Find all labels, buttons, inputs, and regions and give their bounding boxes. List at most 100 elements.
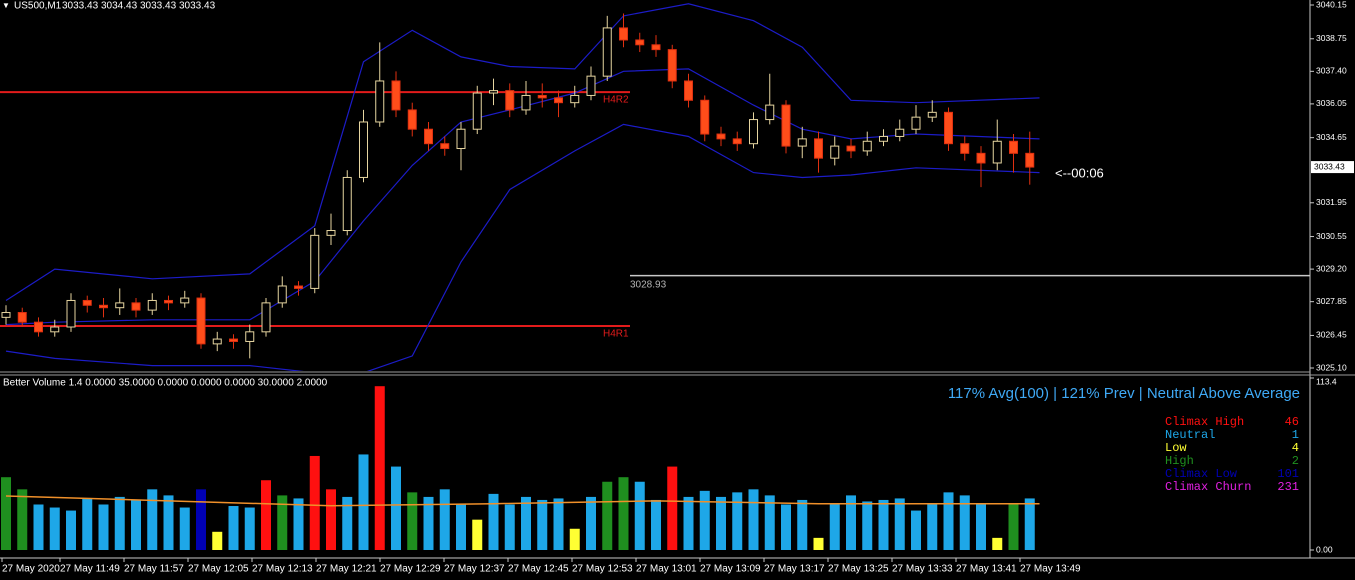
volume-bar — [683, 496, 694, 550]
volume-bar — [1024, 498, 1035, 550]
candle-body — [505, 90, 515, 111]
y-tick-label: 3031.95 — [1316, 197, 1347, 207]
candle-body — [472, 92, 482, 130]
volume-bar — [212, 531, 223, 550]
legend-count: 101 — [1277, 467, 1299, 481]
candle-body — [554, 97, 563, 104]
candle-body — [489, 90, 498, 94]
x-tick-label: 27 May 11:49 — [60, 564, 120, 575]
volume-average — [5, 495, 1040, 507]
volume-bar — [98, 504, 109, 550]
volume-bar — [439, 489, 450, 550]
volume-bar — [976, 504, 986, 550]
candle-body — [456, 128, 466, 150]
volume-bar — [586, 496, 596, 550]
ohlc-low: 3033.43 — [140, 1, 177, 12]
candle-body — [131, 302, 141, 311]
price-pane: H4R2 H4R1 — [0, 3, 1040, 371]
candle-body — [82, 299, 92, 306]
volume-bar — [66, 510, 76, 550]
symbol-menu[interactable]: ▼ — [2, 1, 10, 10]
volume-status: 117% Avg(100) | 121% Prev | Neutral Abov… — [948, 385, 1300, 402]
volume-bar — [634, 481, 645, 550]
candle-body — [992, 140, 1002, 164]
volume-bar — [358, 454, 369, 550]
ohlc-high: 3034.43 — [101, 1, 138, 12]
candle-body — [196, 297, 206, 345]
candle-body — [277, 285, 287, 304]
candle-body — [797, 138, 807, 147]
candle-body — [830, 145, 840, 159]
bollinger-lower — [5, 123, 1040, 371]
x-tick-label: 27 May 12:05 — [188, 564, 249, 575]
x-tick-label: 27 May 11:57 — [124, 564, 184, 575]
volume-bar — [651, 499, 661, 550]
volume-bar — [732, 492, 743, 550]
legend-count: 4 — [1292, 441, 1299, 455]
y-tick-label: 3036.05 — [1316, 98, 1347, 108]
volume-bar — [147, 489, 158, 550]
x-tick-label: 27 May 13:01 — [636, 564, 697, 575]
candle-body — [537, 94, 547, 99]
volume-bar — [196, 489, 206, 550]
candle-body — [927, 111, 937, 118]
candle-body — [50, 326, 60, 333]
candle-body — [34, 321, 43, 333]
candle-body — [326, 230, 336, 236]
volume-bar — [326, 489, 336, 550]
candle-body — [749, 119, 758, 145]
candle-body — [960, 143, 970, 154]
candle-body — [164, 299, 173, 304]
volume-bar — [49, 507, 60, 550]
pivot-label: H4R2 — [603, 95, 629, 106]
volume-bar — [716, 496, 726, 550]
x-tick-label: 27 May 13:17 — [764, 564, 825, 575]
candle-body — [700, 99, 710, 135]
legend-name: Climax High — [1165, 415, 1244, 429]
candle-body — [99, 304, 108, 309]
volume-bar — [261, 480, 271, 550]
candle-body — [212, 338, 222, 345]
x-tick-label: 27 May 12:45 — [508, 564, 569, 575]
volume-bar — [374, 386, 385, 550]
candle-body — [17, 312, 27, 323]
volume-bar — [569, 528, 580, 550]
candle-body — [570, 94, 580, 104]
candle-body — [521, 94, 531, 111]
y-tick-label: 3025.10 — [1316, 362, 1347, 372]
volume-bar — [179, 507, 190, 550]
candle-body — [1, 312, 11, 318]
legend-name: Climax Churn — [1165, 480, 1251, 494]
volume-bar — [878, 499, 889, 550]
last-price-box — [1311, 161, 1354, 174]
volume-bar — [277, 495, 288, 550]
volume-bar — [992, 537, 1003, 550]
candle-body — [732, 138, 742, 145]
candle-body — [294, 285, 303, 289]
volume-bar — [699, 490, 710, 550]
candle-body — [602, 27, 612, 77]
y-tick-label: 3037.40 — [1316, 66, 1347, 76]
candle-body — [667, 49, 677, 82]
volume-bar — [342, 496, 353, 550]
volume-bar — [456, 504, 466, 550]
candle-body — [976, 152, 986, 164]
x-tick-label: 27 May 12:29 — [380, 564, 441, 575]
volume-bar — [537, 499, 548, 550]
volume-bar — [244, 507, 255, 550]
volume-bar — [829, 504, 840, 550]
candle-body — [424, 128, 433, 145]
volume-bar — [504, 504, 515, 550]
y-tick-label: 3027.85 — [1316, 296, 1347, 306]
volume-bar — [17, 489, 28, 550]
candle-body — [407, 109, 417, 130]
legend-count: 231 — [1277, 480, 1299, 494]
volume-bar — [618, 477, 629, 550]
candle-body — [245, 331, 255, 342]
x-tick-label: 27 May 12:13 — [252, 564, 313, 575]
legend-name: High — [1165, 454, 1194, 468]
y-tick-label: 3030.55 — [1316, 231, 1347, 241]
